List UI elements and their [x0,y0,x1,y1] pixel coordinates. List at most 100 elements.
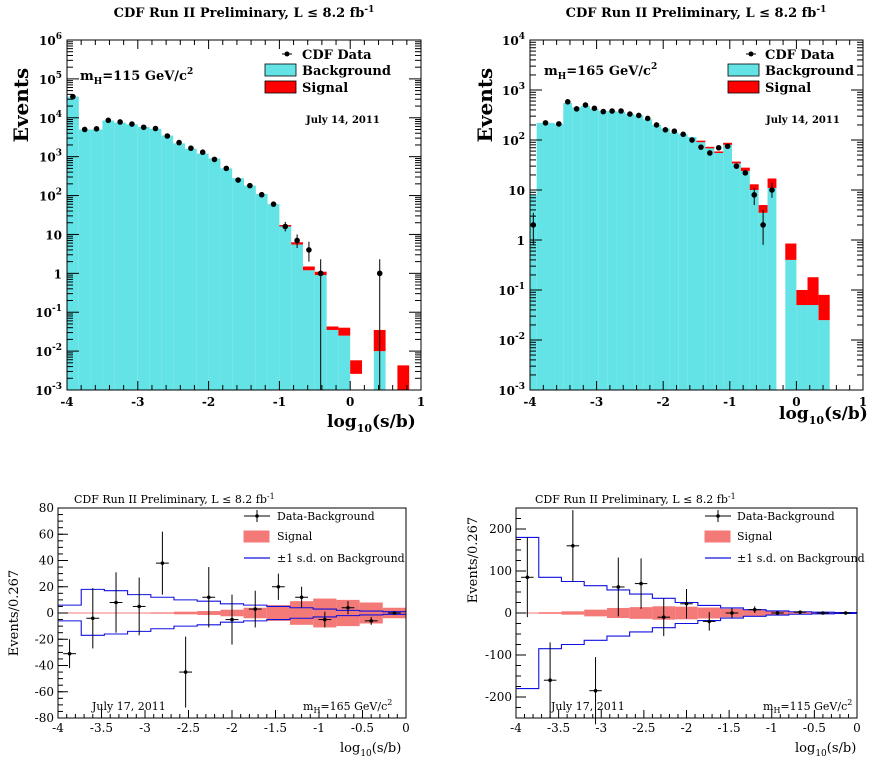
x-tick-label: -3.5 [547,721,570,735]
y-tick-label: 1 [517,234,525,248]
legend: Data-Background Signal ±1 s.d. on Backgr… [244,510,405,565]
data-point [760,222,766,228]
background-bar [608,111,617,390]
y-tick-label: 200 [489,522,512,536]
data-point [68,652,72,656]
x-tick-label: 0 [853,721,861,735]
legend-data-label: Data-Background [277,510,375,523]
signal-bar [714,151,723,153]
background-bar [661,128,670,390]
panel-top-right: CDF Run II Preliminary, L ≤ 8.2 fb-1 Eve… [473,5,868,427]
data-point [294,238,300,244]
legend-signal-label: Signal [302,81,348,96]
data-point [672,128,678,134]
x-tick-label: -0.5 [803,721,826,735]
y-tick-label: 10-1 [35,304,62,320]
background-bar [679,134,688,390]
y-tick-label: 104 [39,110,62,126]
data-point [224,166,230,172]
legend-signal-swatch [728,81,759,93]
date-label: July 17, 2011 [91,700,166,713]
background-bar [327,330,339,390]
date-label: July 14, 2011 [305,115,380,126]
y-tick-label: 103 [39,149,62,165]
data-point [751,192,757,198]
background-bar [785,260,796,390]
background-bar [220,168,232,390]
data-point [571,544,575,548]
panel-title: CDF Run II Preliminary, L ≤ 8.2 fb-1 [566,5,827,21]
background-bar [173,143,185,390]
background-bar [244,186,256,390]
data-point [680,132,686,138]
background-bar [185,149,197,390]
data-point [393,611,397,615]
data-point [617,585,621,589]
x-tick-label: 0 [402,721,410,735]
background-bar [279,227,291,390]
x-tick-label: -2 [202,395,215,409]
background-bar [209,158,221,390]
data-point [82,127,88,133]
histogram-bars [530,103,830,390]
y-tick-label: 10 [45,228,62,242]
y-tick-label: -80 [35,711,54,725]
background-bar [741,171,750,390]
legend-band-label: ±1 s.d. on Background [277,552,405,565]
background-bar [723,145,732,390]
background-bar [197,154,209,390]
signal-bar [808,277,819,305]
x-tick-label: -1 [313,721,325,735]
data-point [609,108,615,114]
data-point [707,150,713,156]
background-bar [138,127,150,390]
data-point [725,143,731,149]
y-tick-label: 80 [39,501,54,515]
signal-bar [338,328,350,336]
background-bar [126,124,138,390]
mass-label: mH=115 GeV/c2 [763,698,852,715]
data-point [184,670,188,674]
y-axis-label: Events/0.267 [466,517,481,603]
data-point [277,585,281,589]
x-tick-label: -3 [139,721,151,735]
data-point [235,177,241,183]
signal-bar [796,290,807,305]
signal-bar [697,141,706,143]
x-axis-label: log10(s/b) [779,404,868,427]
signal-bar [819,295,830,320]
background-bar [114,123,126,390]
y-tick-label: 60 [39,527,54,541]
data-point [583,102,589,108]
y-tick-label: 105 [39,71,62,87]
data-point [556,121,562,127]
background-bar [634,115,643,390]
y-tick-label: -100 [485,648,512,662]
y-tick-label: 10-2 [35,343,62,359]
data-point [94,126,100,132]
background-bar [768,188,777,390]
legend: CDF Data Background Signal [265,48,391,96]
data-point [230,618,234,622]
data-point [798,610,802,614]
background-bar [670,133,679,390]
data-point [698,144,704,150]
data-point [636,113,642,119]
data-point [574,106,580,112]
data-point [137,605,141,609]
legend-data-label: CDF Data [765,48,835,63]
data-point [141,124,147,130]
data-point [323,618,327,622]
y-tick-label: 102 [502,132,525,148]
data-point [153,126,159,132]
data-point [114,601,118,605]
data-point [91,616,95,620]
legend-signal-label: Signal [737,530,773,543]
signal-bar [732,162,741,164]
legend-data-label: CDF Data [302,48,372,63]
data-point [282,224,288,230]
background-bar [563,103,572,390]
data-point [247,183,253,189]
background-bar [819,320,830,390]
background-bar [338,336,350,390]
